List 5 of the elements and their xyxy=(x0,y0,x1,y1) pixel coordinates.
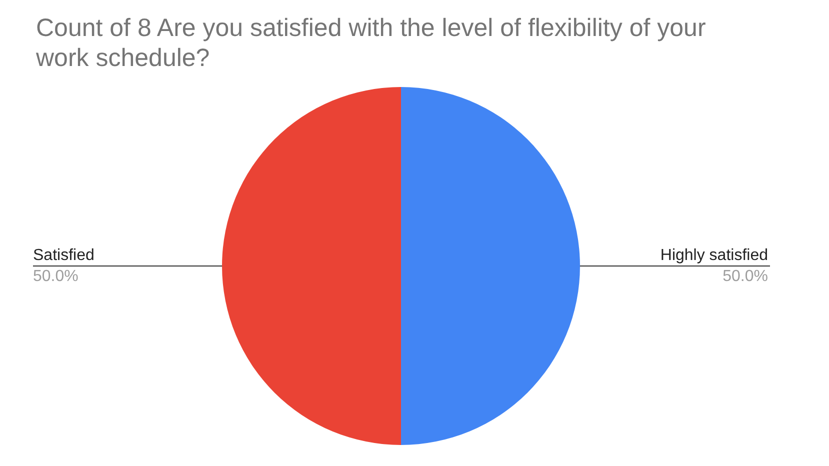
data-label: 50.0% xyxy=(33,268,78,285)
slice-label: Satisfied xyxy=(33,247,94,264)
chart-title: Count of 8 Are you satisfied with the level of flexibility of your work schedule? xyxy=(35,14,713,72)
data-label: 50.0% xyxy=(722,268,768,285)
slice-label: Highly satisfied xyxy=(660,247,768,264)
